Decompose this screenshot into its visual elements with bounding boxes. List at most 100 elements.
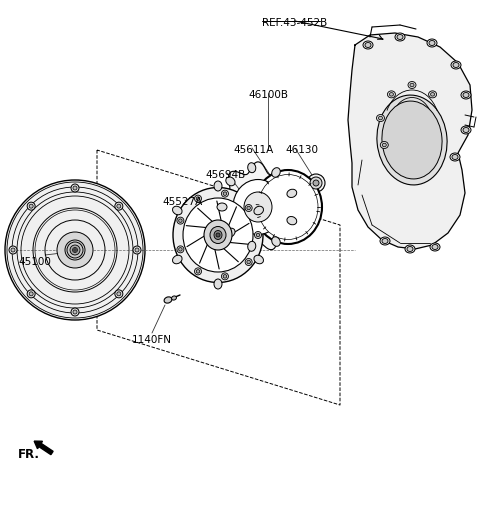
Ellipse shape [380, 141, 388, 148]
Ellipse shape [407, 246, 413, 251]
Ellipse shape [452, 155, 458, 160]
Ellipse shape [461, 126, 471, 134]
Ellipse shape [389, 92, 394, 96]
Ellipse shape [248, 163, 256, 173]
Text: 46100B: 46100B [248, 90, 288, 100]
Ellipse shape [408, 81, 416, 88]
Text: 46130: 46130 [285, 145, 318, 155]
Ellipse shape [245, 259, 252, 266]
Ellipse shape [5, 180, 145, 320]
Ellipse shape [254, 170, 322, 244]
Ellipse shape [196, 197, 200, 200]
Ellipse shape [245, 205, 252, 212]
Ellipse shape [172, 255, 182, 264]
FancyArrow shape [34, 441, 53, 454]
Ellipse shape [395, 33, 405, 41]
Ellipse shape [313, 180, 319, 186]
Ellipse shape [216, 233, 220, 237]
Ellipse shape [74, 249, 76, 251]
Ellipse shape [254, 231, 262, 238]
Ellipse shape [382, 238, 388, 243]
Ellipse shape [196, 270, 200, 273]
Ellipse shape [432, 244, 438, 249]
Ellipse shape [164, 297, 172, 303]
Ellipse shape [133, 246, 141, 254]
Ellipse shape [380, 237, 390, 245]
Ellipse shape [310, 177, 322, 189]
Ellipse shape [363, 41, 373, 49]
Text: 45694B: 45694B [205, 170, 245, 180]
Ellipse shape [115, 202, 123, 210]
Text: 45527A: 45527A [162, 197, 202, 207]
Ellipse shape [397, 34, 403, 39]
Ellipse shape [221, 190, 228, 197]
Ellipse shape [57, 232, 93, 268]
Ellipse shape [214, 279, 222, 289]
Ellipse shape [387, 91, 396, 98]
Ellipse shape [11, 248, 15, 252]
Text: REF.43-452B: REF.43-452B [262, 18, 327, 28]
Text: 45100: 45100 [18, 257, 51, 267]
Ellipse shape [405, 245, 415, 253]
Ellipse shape [179, 247, 182, 251]
Ellipse shape [29, 204, 33, 208]
Ellipse shape [179, 219, 182, 222]
Ellipse shape [272, 237, 280, 246]
Ellipse shape [194, 268, 202, 275]
Ellipse shape [451, 61, 461, 69]
Ellipse shape [70, 245, 80, 255]
Ellipse shape [429, 40, 435, 45]
Ellipse shape [71, 308, 79, 316]
Ellipse shape [223, 275, 227, 278]
Ellipse shape [450, 153, 460, 161]
Ellipse shape [382, 143, 386, 147]
Ellipse shape [177, 217, 184, 224]
Ellipse shape [117, 204, 121, 208]
Ellipse shape [73, 186, 77, 190]
Ellipse shape [258, 175, 318, 239]
Ellipse shape [71, 184, 79, 192]
Ellipse shape [453, 63, 459, 68]
Ellipse shape [204, 220, 232, 250]
Ellipse shape [463, 92, 469, 97]
Ellipse shape [183, 198, 253, 272]
Polygon shape [216, 162, 300, 249]
Ellipse shape [135, 248, 139, 252]
Text: 1140FN: 1140FN [132, 335, 172, 345]
Ellipse shape [379, 116, 383, 120]
Ellipse shape [221, 273, 228, 280]
Polygon shape [348, 33, 472, 249]
Ellipse shape [115, 290, 123, 298]
Ellipse shape [171, 296, 177, 300]
Ellipse shape [287, 217, 297, 225]
Ellipse shape [27, 290, 35, 298]
Ellipse shape [410, 83, 414, 87]
Ellipse shape [429, 91, 437, 98]
Ellipse shape [27, 202, 35, 210]
Ellipse shape [248, 241, 256, 251]
Ellipse shape [177, 246, 184, 253]
Ellipse shape [376, 115, 384, 122]
Ellipse shape [214, 230, 222, 239]
Ellipse shape [365, 42, 371, 47]
Ellipse shape [256, 233, 260, 237]
Ellipse shape [226, 228, 235, 237]
Ellipse shape [247, 260, 251, 264]
Ellipse shape [254, 206, 264, 215]
Ellipse shape [272, 168, 280, 177]
Ellipse shape [233, 179, 283, 234]
Ellipse shape [382, 101, 442, 179]
Ellipse shape [9, 246, 17, 254]
Ellipse shape [73, 310, 77, 314]
Ellipse shape [117, 292, 121, 296]
Text: 45611A: 45611A [233, 145, 273, 155]
Ellipse shape [29, 292, 33, 296]
Ellipse shape [244, 192, 272, 222]
Ellipse shape [377, 95, 447, 185]
Ellipse shape [65, 240, 85, 260]
Ellipse shape [247, 206, 251, 210]
Ellipse shape [210, 227, 226, 243]
Ellipse shape [223, 192, 227, 195]
Ellipse shape [172, 206, 182, 215]
Ellipse shape [307, 174, 325, 192]
